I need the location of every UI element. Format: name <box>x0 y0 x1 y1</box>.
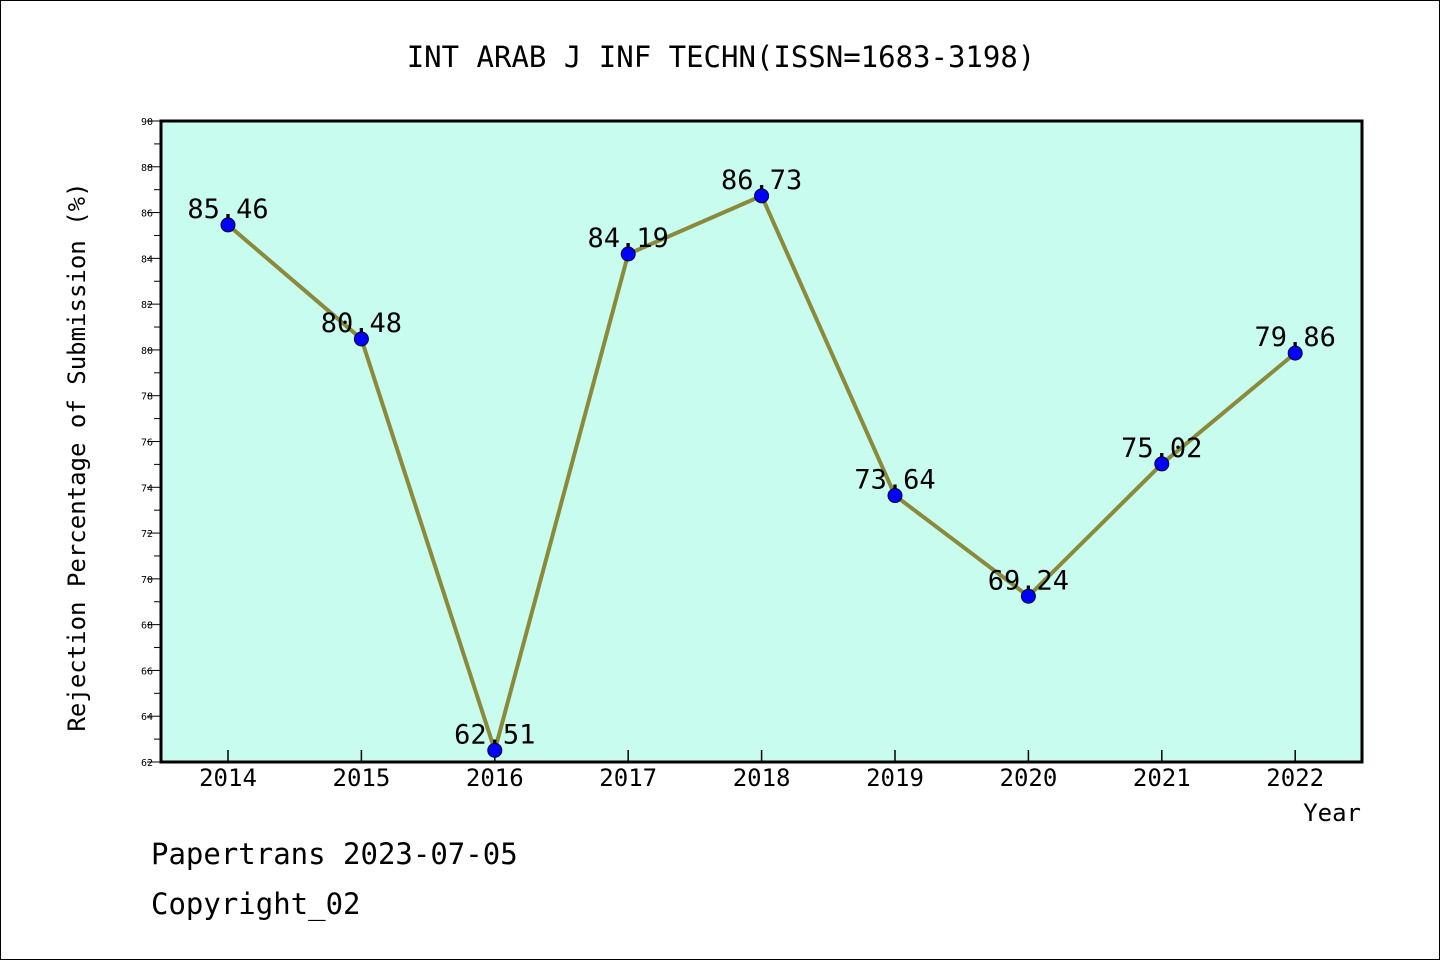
data-label: 69.24 <box>988 565 1069 596</box>
y-tick-label: 82 <box>141 300 153 311</box>
x-tick-label: 2014 <box>199 764 257 792</box>
y-tick-label: 88 <box>141 163 153 174</box>
x-tick-label: 2020 <box>1000 764 1058 792</box>
y-tick-label: 74 <box>141 483 153 494</box>
x-axis: 2014 2015 2016 2017 2018 2019 2020 2021 2022 <box>199 750 1324 792</box>
footer-date-text: Papertrans 2023-07-05 <box>151 837 518 871</box>
data-point <box>620 246 636 262</box>
data-label: 85.46 <box>187 194 268 225</box>
x-tick-label: 2021 <box>1133 764 1191 792</box>
y-tick-label: 70 <box>141 575 153 586</box>
data-point <box>220 217 236 233</box>
y-tick-label: 84 <box>141 254 153 265</box>
y-tick-label: 90 <box>141 117 153 128</box>
y-axis-label: Rejection Percentage of Submission (%) <box>63 182 91 731</box>
y-axis: 62 64 66 68 70 72 74 76 78 80 82 84 86 88 90 <box>141 117 161 769</box>
data-label: 80.48 <box>321 308 402 339</box>
x-axis-label: Year <box>1303 799 1361 827</box>
y-tick-label: 62 <box>141 758 153 769</box>
data-label: 62.51 <box>454 719 535 750</box>
data-label: 75.02 <box>1121 433 1202 464</box>
x-tick-label: 2016 <box>466 764 524 792</box>
data-point <box>353 331 369 347</box>
y-tick-label: 72 <box>141 529 153 540</box>
x-tick-label: 2018 <box>733 764 791 792</box>
data-label: 86.73 <box>721 165 802 196</box>
y-tick-label: 66 <box>141 666 153 677</box>
data-point <box>754 188 770 204</box>
y-tick-label: 64 <box>141 712 153 723</box>
x-tick-label: 2015 <box>333 764 391 792</box>
data-point <box>1287 345 1303 361</box>
footer-copyright-text: Copyright_02 <box>151 887 361 921</box>
y-tick-label: 68 <box>141 621 153 632</box>
y-tick-label: 76 <box>141 438 153 449</box>
series-rejection-percentage <box>220 188 1303 758</box>
x-tick-label: 2019 <box>866 764 924 792</box>
data-label: 84.19 <box>588 223 669 254</box>
y-tick-label: 78 <box>141 392 153 403</box>
chart-title: INT ARAB J INF TECHN(ISSN=1683-3198) <box>407 40 1036 74</box>
plot-area <box>159 119 1364 764</box>
x-tick-label: 2017 <box>599 764 657 792</box>
y-tick-label: 80 <box>141 346 153 357</box>
data-point <box>487 742 503 758</box>
data-point <box>887 488 903 504</box>
data-label: 73.64 <box>854 465 935 496</box>
data-point <box>1020 588 1036 604</box>
data-point <box>1154 456 1170 472</box>
data-label: 79.86 <box>1255 322 1336 353</box>
y-tick-label: 86 <box>141 209 153 220</box>
x-tick-label: 2022 <box>1266 764 1324 792</box>
data-labels: 85.46 80.48 62.51 84.19 86.73 73.64 69.24 75.02… <box>187 165 1335 750</box>
